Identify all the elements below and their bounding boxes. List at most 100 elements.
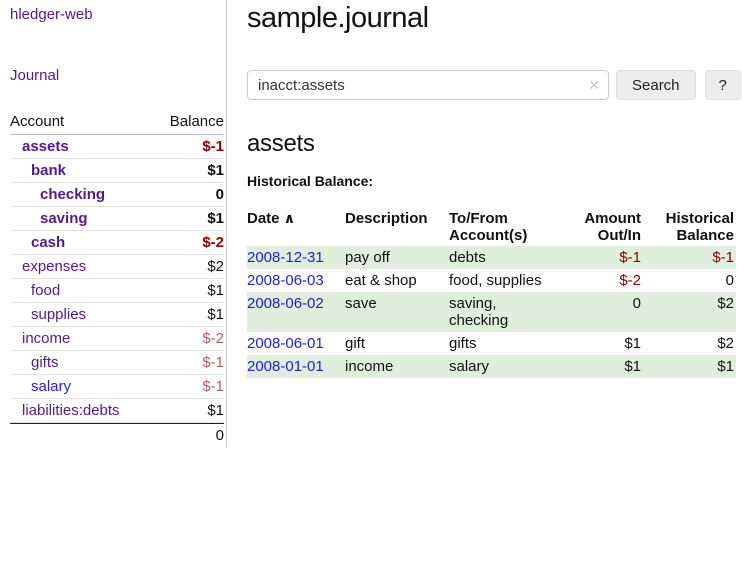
account-balance: $1 [207, 282, 224, 299]
register-cell-balance: $2 [717, 295, 734, 313]
register-cell-accounts: debts [449, 249, 486, 267]
account-link-saving[interactable]: saving [40, 210, 88, 227]
accounts-total-value: 0 [215, 427, 224, 444]
register-cell-balance: 0 [725, 272, 734, 290]
account-row: salary $-1 [10, 375, 224, 399]
register-cell-description: pay off [345, 249, 390, 267]
register-header-description: Description [345, 210, 428, 228]
account-link-liabilities-debts[interactable]: liabilities:debts [22, 402, 120, 419]
register-cell-amount: $-2 [619, 272, 641, 290]
account-row: expenses $2 [10, 255, 224, 279]
account-row: checking 0 [10, 183, 224, 207]
help-button[interactable]: ? [704, 70, 741, 101]
register-cell-balance: $1 [717, 358, 734, 376]
register-cell-balance: $2 [717, 335, 734, 353]
account-balance: $-1 [202, 138, 224, 155]
register-cell-accounts: gifts [449, 335, 477, 353]
register-cell-description: eat & shop [345, 272, 417, 290]
account-row: gifts $-1 [10, 351, 224, 375]
account-link-income[interactable]: income [22, 330, 71, 347]
register-row: 2008-06-02 save saving, checking 0 $2 [247, 292, 736, 333]
register-row: 2008-01-01 income salary $1 $1 [247, 355, 736, 379]
register-row: 2008-06-01 gift gifts $1 $2 [247, 332, 736, 355]
brand-link[interactable]: hledger-web [10, 6, 93, 23]
transaction-date-link[interactable]: 2008-01-01 [247, 358, 324, 376]
register-cell-description: income [345, 358, 394, 376]
account-link-bank[interactable]: bank [31, 162, 67, 179]
accounts-table: Account Balance assets $-1 bank $1 checking 0… [10, 110, 224, 447]
account-row: supplies $1 [10, 303, 224, 327]
brand: hledger-web [10, 6, 224, 23]
register-cell-date: 2008-12-31 [247, 246, 345, 269]
account-link-checking[interactable]: checking [40, 186, 106, 203]
register-cell-amount: 0 [632, 295, 641, 313]
register-cell-description: save [345, 295, 377, 313]
account-link-supplies[interactable]: supplies [31, 306, 87, 323]
transaction-date-link[interactable]: 2008-06-01 [247, 335, 324, 353]
sidebar: hledger-web Journal Account Balance asse… [0, 0, 227, 447]
accounts-total-row: 0 [10, 423, 224, 447]
register-header-amount: Amount Out/In [584, 210, 641, 245]
transaction-date-link[interactable]: 2008-06-03 [247, 272, 324, 290]
register-cell-balance: $-1 [712, 249, 734, 267]
account-balance: $1 [207, 402, 224, 419]
account-heading: assets [247, 130, 315, 158]
sidebar-nav: Journal [10, 67, 224, 84]
account-row: food $1 [10, 279, 224, 303]
register-cell-date: 2008-06-01 [247, 332, 345, 355]
register-cell-amount: $1 [624, 358, 641, 376]
register-table: Date ∧ Description To/From Account(s) Am… [247, 208, 736, 379]
register-cell-accounts: saving, checking [449, 295, 509, 330]
search-input[interactable] [247, 70, 609, 101]
page-title: sample.journal [247, 2, 429, 34]
clear-search-icon[interactable]: ✕ [588, 77, 600, 94]
register-cell-description: gift [345, 335, 366, 353]
account-link-assets[interactable]: assets [22, 138, 69, 155]
account-link-cash[interactable]: cash [31, 234, 66, 251]
main-content: sample.journal ✕ Search ? assets Histori… [227, 0, 742, 447]
transaction-date-link[interactable]: 2008-12-31 [247, 249, 324, 267]
transaction-date-link[interactable]: 2008-06-02 [247, 295, 324, 313]
accounts-table-header: Account Balance [10, 110, 224, 135]
register-cell-date: 2008-01-01 [247, 355, 345, 378]
sidebar-item-journal[interactable]: Journal [10, 67, 60, 84]
account-balance: $-1 [202, 354, 224, 371]
accounts-rows: assets $-1 bank $1 checking 0 saving $1 cash $-2 e… [10, 135, 224, 423]
account-row: assets $-1 [10, 135, 224, 159]
accounts-header-account: Account [10, 113, 65, 130]
register-cell-date: 2008-06-03 [247, 269, 345, 292]
account-balance: $-1 [202, 378, 224, 395]
register-header-date[interactable]: Date ∧ [247, 210, 296, 228]
register-cell-accounts: salary [449, 358, 490, 376]
register-header-balance: Historical Balance [665, 210, 734, 245]
register-cell-accounts: food, supplies [449, 272, 542, 290]
register-header-row: Date ∧ Description To/From Account(s) Am… [247, 208, 736, 246]
account-row: saving $1 [10, 207, 224, 231]
account-link-salary[interactable]: salary [31, 378, 72, 395]
accounts-header-balance: Balance [169, 113, 224, 130]
account-link-gifts[interactable]: gifts [31, 354, 59, 371]
account-row: cash $-2 [10, 231, 224, 255]
account-balance: $1 [207, 210, 224, 227]
register-header-accounts: To/From Account(s) [449, 210, 528, 245]
search-wrap: ✕ [247, 70, 609, 101]
search-button[interactable]: Search [616, 70, 696, 101]
app: hledger-web Journal Account Balance asse… [0, 0, 742, 447]
account-row: liabilities:debts $1 [10, 399, 224, 423]
account-balance: $-2 [202, 234, 224, 251]
chart-title: Historical Balance: [247, 173, 374, 190]
register-row: 2008-06-03 eat & shop food, supplies $-2 0 [247, 269, 736, 292]
account-balance: $1 [207, 162, 224, 179]
account-link-expenses[interactable]: expenses [22, 258, 87, 275]
account-row: bank $1 [10, 159, 224, 183]
account-balance: $-2 [202, 330, 224, 347]
account-row: income $-2 [10, 327, 224, 351]
register-cell-amount: $1 [624, 335, 641, 353]
account-link-food[interactable]: food [31, 282, 61, 299]
register-cell-amount: $-1 [619, 249, 641, 267]
sort-ascending-icon: ∧ [283, 210, 296, 227]
account-balance: 0 [215, 186, 224, 203]
register-row: 2008-12-31 pay off debts $-1 $-1 [247, 246, 736, 270]
search-form: ✕ Search ? [247, 70, 741, 101]
account-balance: $2 [207, 258, 224, 275]
